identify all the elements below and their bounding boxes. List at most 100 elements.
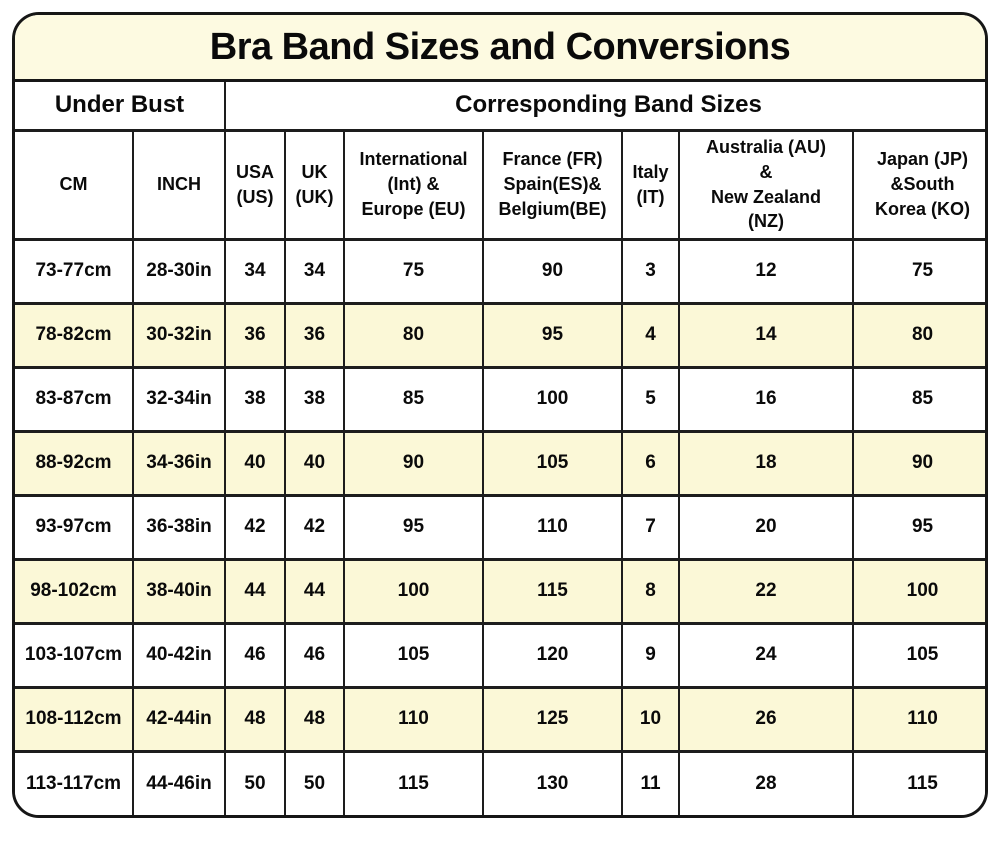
table-title: Bra Band Sizes and Conversions xyxy=(15,15,985,82)
cell-it: 3 xyxy=(621,237,680,305)
column-header-cm: CM xyxy=(15,128,134,241)
cell-eu: 105 xyxy=(343,621,484,689)
cell-inch: 44-46in xyxy=(132,749,226,815)
cell-eu: 80 xyxy=(343,301,484,369)
cell-fr-es-be: 110 xyxy=(482,493,623,561)
cell-uk: 50 xyxy=(284,749,345,815)
cell-au-nz: 18 xyxy=(678,429,854,497)
cell-au-nz: 20 xyxy=(678,493,854,561)
cell-us: 40 xyxy=(224,429,286,497)
group-header-under-bust: Under Bust xyxy=(15,82,226,132)
cell-jp-ko: 95 xyxy=(851,493,985,561)
cell-cm: 78-82cm xyxy=(15,301,134,369)
table-row: 93-97cm 36-38in 42 42 95 110 7 20 95 xyxy=(15,493,985,561)
cell-us: 34 xyxy=(224,237,286,305)
cell-cm: 113-117cm xyxy=(15,749,134,815)
cell-eu: 95 xyxy=(343,493,484,561)
column-header-us: USA (US) xyxy=(224,128,286,241)
cell-it: 11 xyxy=(621,749,680,815)
cell-jp-ko: 75 xyxy=(851,237,985,305)
column-header-inch: INCH xyxy=(132,128,226,241)
cell-cm: 83-87cm xyxy=(15,365,134,433)
cell-inch: 32-34in xyxy=(132,365,226,433)
cell-us: 38 xyxy=(224,365,286,433)
column-header-au-nz: Australia (AU) & New Zealand (NZ) xyxy=(678,128,854,241)
cell-uk: 34 xyxy=(284,237,345,305)
cell-fr-es-be: 125 xyxy=(482,685,623,753)
cell-inch: 28-30in xyxy=(132,237,226,305)
group-header-band-sizes: Corresponding Band Sizes xyxy=(223,82,985,132)
size-conversion-table: Bra Band Sizes and Conversions Under Bus… xyxy=(12,12,988,818)
cell-jp-ko: 90 xyxy=(851,429,985,497)
cell-it: 10 xyxy=(621,685,680,753)
cell-uk: 46 xyxy=(284,621,345,689)
table-row: 78-82cm 30-32in 36 36 80 95 4 14 80 xyxy=(15,301,985,369)
cell-jp-ko: 85 xyxy=(851,365,985,433)
cell-fr-es-be: 120 xyxy=(482,621,623,689)
cell-us: 44 xyxy=(224,557,286,625)
cell-it: 9 xyxy=(621,621,680,689)
cell-uk: 48 xyxy=(284,685,345,753)
cell-fr-es-be: 115 xyxy=(482,557,623,625)
table-row: 83-87cm 32-34in 38 38 85 100 5 16 85 xyxy=(15,365,985,433)
cell-au-nz: 22 xyxy=(678,557,854,625)
cell-it: 4 xyxy=(621,301,680,369)
column-header-it: Italy (IT) xyxy=(621,128,680,241)
cell-it: 5 xyxy=(621,365,680,433)
cell-inch: 34-36in xyxy=(132,429,226,497)
cell-cm: 88-92cm xyxy=(15,429,134,497)
cell-au-nz: 12 xyxy=(678,237,854,305)
cell-au-nz: 26 xyxy=(678,685,854,753)
cell-us: 36 xyxy=(224,301,286,369)
cell-it: 8 xyxy=(621,557,680,625)
column-header-fr-es-be: France (FR) Spain(ES)& Belgium(BE) xyxy=(482,128,623,241)
cell-cm: 98-102cm xyxy=(15,557,134,625)
cell-jp-ko: 100 xyxy=(851,557,985,625)
cell-uk: 40 xyxy=(284,429,345,497)
cell-eu: 75 xyxy=(343,237,484,305)
group-header-row: Under Bust Corresponding Band Sizes xyxy=(15,82,985,132)
column-header-jp-ko: Japan (JP) &South Korea (KO) xyxy=(851,128,985,241)
table-row: 73-77cm 28-30in 34 34 75 90 3 12 75 xyxy=(15,237,985,305)
cell-it: 7 xyxy=(621,493,680,561)
cell-inch: 30-32in xyxy=(132,301,226,369)
cell-it: 6 xyxy=(621,429,680,497)
cell-jp-ko: 80 xyxy=(851,301,985,369)
cell-cm: 108-112cm xyxy=(15,685,134,753)
cell-inch: 42-44in xyxy=(132,685,226,753)
cell-cm: 103-107cm xyxy=(15,621,134,689)
cell-uk: 36 xyxy=(284,301,345,369)
cell-fr-es-be: 95 xyxy=(482,301,623,369)
cell-au-nz: 24 xyxy=(678,621,854,689)
cell-us: 48 xyxy=(224,685,286,753)
cell-cm: 73-77cm xyxy=(15,237,134,305)
conversion-grid: Under Bust Corresponding Band Sizes CM IN… xyxy=(15,82,985,815)
cell-au-nz: 16 xyxy=(678,365,854,433)
table-row: 98-102cm 38-40in 44 44 100 115 8 22 100 xyxy=(15,557,985,625)
table-row: 88-92cm 34-36in 40 40 90 105 6 18 90 xyxy=(15,429,985,497)
column-header-eu: International (Int) & Europe (EU) xyxy=(343,128,484,241)
cell-fr-es-be: 105 xyxy=(482,429,623,497)
cell-jp-ko: 105 xyxy=(851,621,985,689)
cell-jp-ko: 110 xyxy=(851,685,985,753)
cell-eu: 90 xyxy=(343,429,484,497)
cell-us: 42 xyxy=(224,493,286,561)
cell-fr-es-be: 130 xyxy=(482,749,623,815)
cell-eu: 110 xyxy=(343,685,484,753)
cell-uk: 44 xyxy=(284,557,345,625)
cell-uk: 42 xyxy=(284,493,345,561)
cell-inch: 36-38in xyxy=(132,493,226,561)
cell-uk: 38 xyxy=(284,365,345,433)
cell-fr-es-be: 100 xyxy=(482,365,623,433)
cell-fr-es-be: 90 xyxy=(482,237,623,305)
cell-au-nz: 28 xyxy=(678,749,854,815)
cell-jp-ko: 115 xyxy=(851,749,985,815)
cell-inch: 40-42in xyxy=(132,621,226,689)
cell-eu: 85 xyxy=(343,365,484,433)
column-header-uk: UK (UK) xyxy=(284,128,345,241)
table-row: 113-117cm 44-46in 50 50 115 130 11 28 115 xyxy=(15,749,985,815)
cell-cm: 93-97cm xyxy=(15,493,134,561)
table-row: 108-112cm 42-44in 48 48 110 125 10 26 110 xyxy=(15,685,985,753)
cell-au-nz: 14 xyxy=(678,301,854,369)
cell-us: 50 xyxy=(224,749,286,815)
